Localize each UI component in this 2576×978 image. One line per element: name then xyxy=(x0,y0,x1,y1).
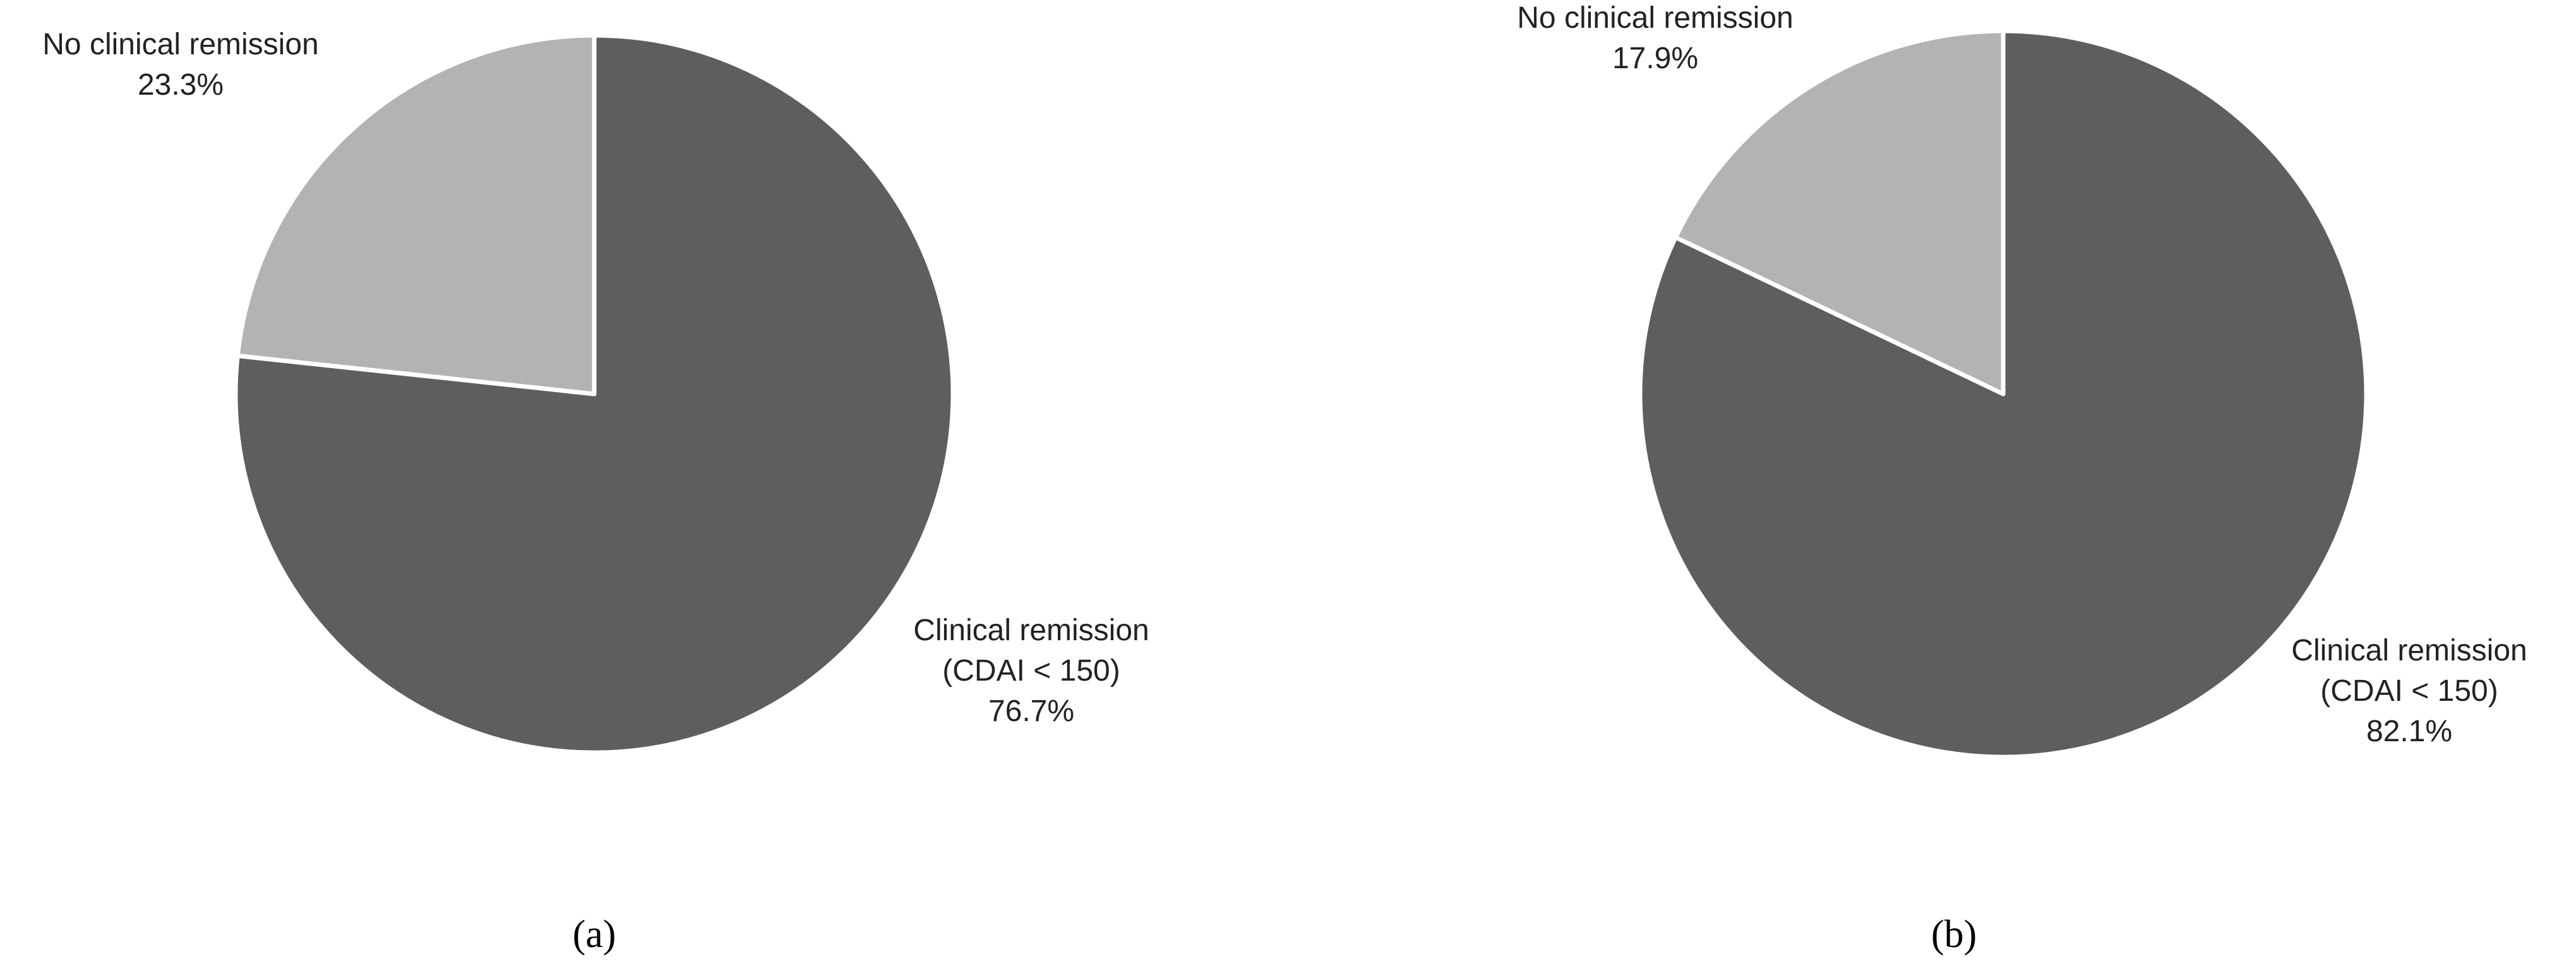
category-label: No clinical remission xyxy=(1517,1,1793,35)
label-line: No clinical remission xyxy=(1517,1,1793,35)
label-line: (CDAI < 150) xyxy=(942,654,1120,688)
label-line: (CDAI < 150) xyxy=(2320,674,2498,708)
slice-label: No clinical remission 23.3% xyxy=(42,28,318,102)
pie-slice xyxy=(235,33,597,397)
slice-label: No clinical remission 17.9% xyxy=(1517,1,1793,75)
label-line: No clinical remission xyxy=(42,28,318,61)
label-line: Clinical remission xyxy=(913,614,1149,647)
value-label: 82.1% xyxy=(2366,715,2452,748)
category-label: Clinical remission (CDAI < 150) xyxy=(2291,634,2527,708)
panel-caption: (a) xyxy=(573,913,616,956)
slice-label: Clinical remission (CDAI < 150) 76.7% xyxy=(913,614,1149,728)
value-label: 23.3% xyxy=(138,68,224,102)
pie-slice xyxy=(1673,28,2006,397)
value-label: 17.9% xyxy=(1612,42,1698,75)
category-label: No clinical remission xyxy=(42,28,318,61)
value-label: 76.7% xyxy=(988,695,1074,728)
label-line: Clinical remission xyxy=(2291,634,2527,667)
panel-caption: (b) xyxy=(1931,913,1977,956)
slice-label: Clinical remission (CDAI < 150) 82.1% xyxy=(2291,634,2527,748)
category-label: Clinical remission (CDAI < 150) xyxy=(913,614,1149,688)
